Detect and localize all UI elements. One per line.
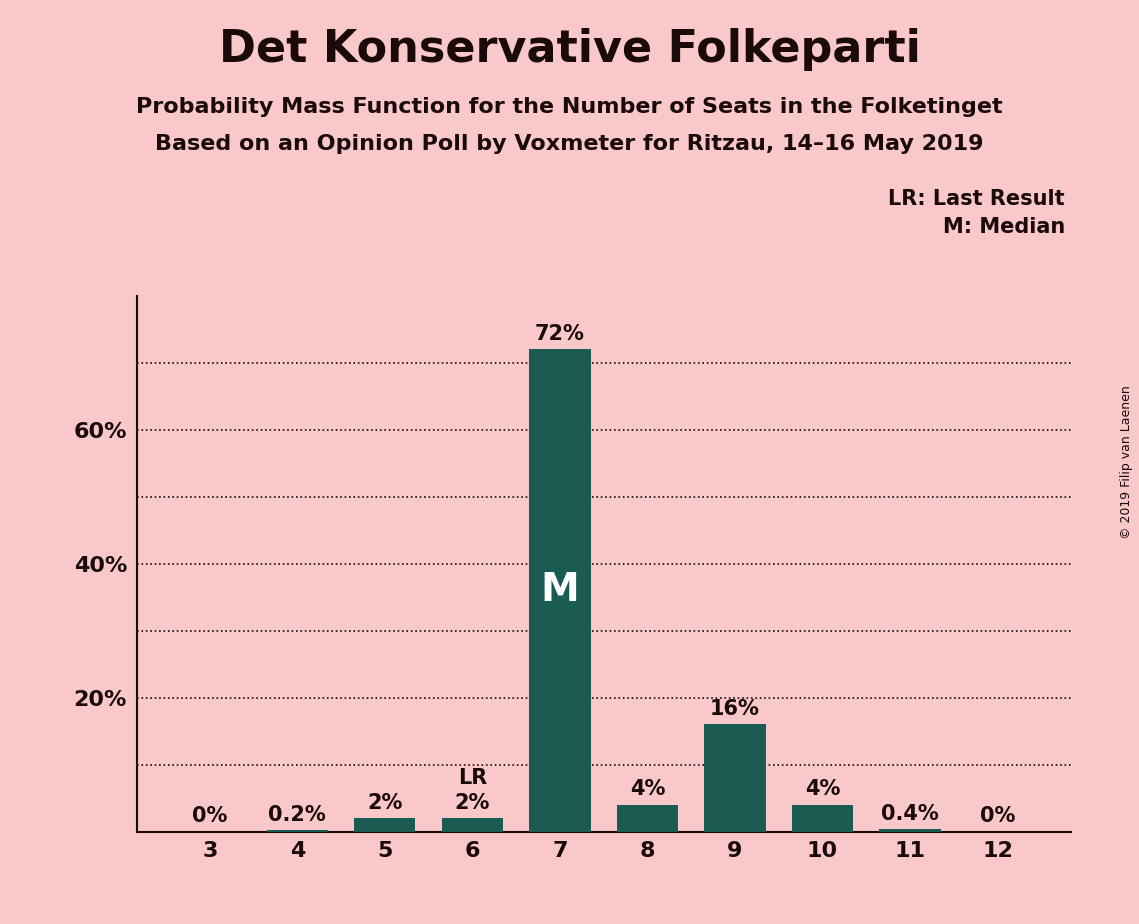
Bar	[617, 805, 678, 832]
Text: 0%: 0%	[980, 807, 1015, 826]
Text: 4%: 4%	[805, 780, 841, 799]
Text: Based on an Opinion Poll by Voxmeter for Ritzau, 14–16 May 2019: Based on an Opinion Poll by Voxmeter for…	[155, 134, 984, 154]
Text: 0.2%: 0.2%	[269, 805, 326, 825]
Bar	[354, 819, 416, 832]
Text: 2%: 2%	[367, 793, 402, 813]
Bar	[267, 831, 328, 832]
Bar	[530, 349, 590, 832]
Text: M: Median: M: Median	[943, 217, 1065, 237]
Text: Det Konservative Folkeparti: Det Konservative Folkeparti	[219, 28, 920, 71]
Text: 0%: 0%	[192, 807, 228, 826]
Bar	[879, 829, 941, 832]
Text: LR: Last Result: LR: Last Result	[888, 189, 1065, 210]
Bar	[442, 819, 503, 832]
Text: 2%: 2%	[454, 793, 490, 813]
Text: 16%: 16%	[710, 699, 760, 719]
Text: 4%: 4%	[630, 780, 665, 799]
Text: M: M	[541, 571, 580, 610]
Text: © 2019 Filip van Laenen: © 2019 Filip van Laenen	[1121, 385, 1133, 539]
Text: Probability Mass Function for the Number of Seats in the Folketinget: Probability Mass Function for the Number…	[137, 97, 1002, 117]
Bar	[792, 805, 853, 832]
Bar	[704, 724, 765, 832]
Text: LR: LR	[458, 768, 487, 788]
Text: 0.4%: 0.4%	[882, 804, 939, 823]
Text: 72%: 72%	[535, 324, 584, 344]
